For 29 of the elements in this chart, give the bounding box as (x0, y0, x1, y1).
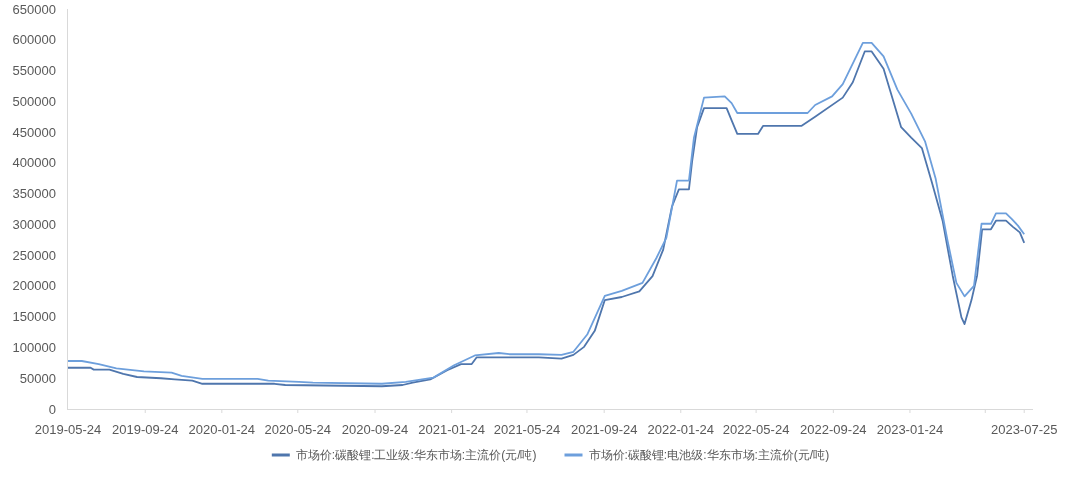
y-tick-label: 350000 (12, 186, 56, 202)
x-tick-label: 2019-05-24 (34, 421, 102, 437)
y-tick-label: 550000 (12, 63, 56, 79)
y-tick-label: 200000 (12, 278, 56, 294)
y-tick-label: 600000 (12, 32, 56, 48)
x-tick-label: 2023-07-25 (990, 421, 1058, 437)
x-tick-label: 2021-09-24 (570, 421, 638, 437)
y-tick-label: 650000 (12, 1, 56, 17)
legend-label: 市场价:碳酸锂:工业级:华东市场:主流价(元/吨) (295, 448, 537, 463)
y-tick-label: 500000 (12, 93, 56, 109)
x-tick-label: 2022-01-24 (647, 421, 715, 437)
x-tick-label: 2023-01-24 (876, 421, 944, 437)
y-tick-label: 300000 (12, 216, 56, 232)
x-tick-label: 2022-05-24 (722, 421, 790, 437)
y-tick-label: 250000 (12, 247, 56, 263)
x-tick-label: 2021-05-24 (493, 421, 561, 437)
y-tick-label: 150000 (12, 309, 56, 325)
y-tick-label: 400000 (12, 155, 56, 171)
x-tick-label: 2020-01-24 (188, 421, 256, 437)
y-tick-label: 450000 (12, 124, 56, 140)
y-tick-label: 0 (48, 401, 56, 417)
legend-label: 市场价:碳酸锂:电池级:华东市场:主流价(元/吨) (588, 448, 830, 463)
x-tick-label: 2020-05-24 (264, 421, 332, 437)
y-tick-label: 100000 (12, 340, 56, 356)
y-tick-label: 50000 (19, 370, 56, 386)
x-tick-label: 2020-09-24 (341, 421, 409, 437)
x-tick-label: 2019-09-24 (111, 421, 179, 437)
x-tick-label: 2021-01-24 (418, 421, 485, 437)
x-tick-label: 2022-09-24 (800, 421, 867, 437)
